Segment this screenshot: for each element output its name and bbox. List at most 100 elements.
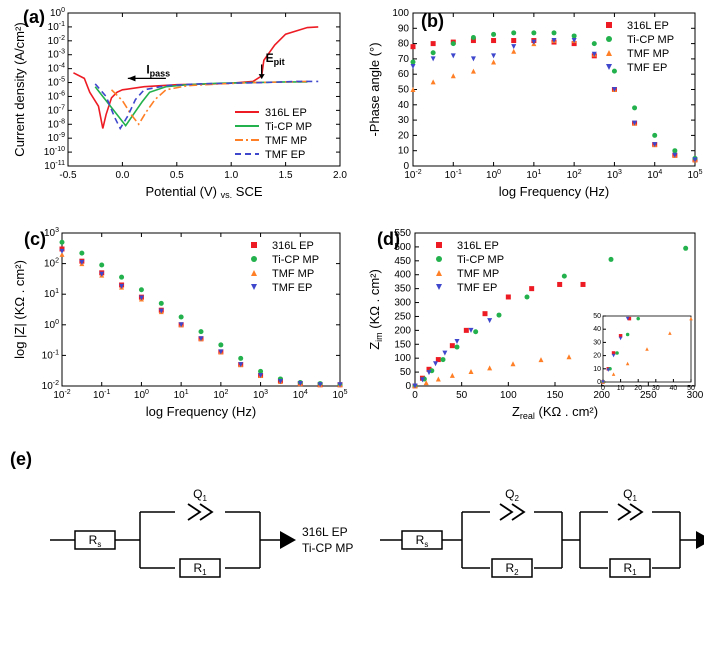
svg-text:10-8: 10-8 [48, 118, 65, 130]
svg-text:TMF MP: TMF MP [272, 268, 314, 280]
svg-text:60: 60 [398, 69, 410, 80]
svg-text:log Frequency (Hz): log Frequency (Hz) [499, 184, 610, 199]
panel-c-chart: 10-210-110010110210310-210-1100101102103… [10, 225, 350, 420]
svg-text:Ti-CP MP: Ti-CP MP [265, 121, 312, 133]
svg-text:200: 200 [394, 325, 411, 336]
svg-text:TMF MP: TMF MP [265, 135, 307, 147]
svg-text:103: 103 [607, 169, 622, 181]
svg-text:-0.5: -0.5 [59, 170, 77, 181]
svg-text:100: 100 [392, 8, 409, 19]
svg-text:20: 20 [634, 385, 642, 392]
svg-text:70: 70 [398, 54, 410, 65]
svg-text:(b): (b) [421, 11, 444, 31]
svg-text:250: 250 [394, 311, 411, 322]
svg-text:Ti-CP MP: Ti-CP MP [457, 254, 504, 266]
svg-text:40: 40 [670, 385, 678, 392]
svg-text:(c): (c) [24, 229, 46, 249]
svg-text:10-9: 10-9 [48, 132, 65, 144]
svg-text:10-1: 10-1 [48, 21, 65, 33]
svg-text:Ipass: Ipass [146, 62, 170, 78]
svg-text:102: 102 [567, 169, 582, 181]
svg-text:10-2: 10-2 [404, 169, 421, 181]
svg-text:40: 40 [593, 326, 601, 333]
panel-b-chart: 010203040506070809010010-210-11001011021… [365, 5, 705, 200]
svg-text:TMF MP: TMF MP [457, 268, 499, 280]
svg-text:100: 100 [500, 390, 517, 401]
svg-text:300: 300 [394, 298, 411, 309]
svg-text:2.0: 2.0 [333, 170, 347, 181]
svg-text:50: 50 [593, 313, 601, 320]
svg-text:316L EP: 316L EP [265, 107, 307, 119]
svg-text:Ti-CP MP: Ti-CP MP [272, 254, 319, 266]
svg-text:log Frequency (Hz): log Frequency (Hz) [146, 404, 257, 419]
svg-text:101: 101 [526, 169, 541, 181]
svg-text:TMF EP: TMF EP [272, 282, 312, 294]
svg-text:(d): (d) [377, 229, 400, 249]
svg-text:316L EP: 316L EP [302, 525, 348, 539]
svg-text:150: 150 [394, 339, 411, 350]
svg-text:0: 0 [412, 390, 418, 401]
svg-text:-Phase angle (°): -Phase angle (°) [367, 42, 382, 136]
svg-text:0.0: 0.0 [115, 170, 129, 181]
svg-text:10-5: 10-5 [48, 77, 65, 89]
svg-text:100: 100 [44, 319, 59, 331]
svg-text:150: 150 [547, 390, 564, 401]
svg-text:Ti-CP MP: Ti-CP MP [302, 541, 353, 555]
svg-text:80: 80 [398, 39, 410, 50]
svg-text:350: 350 [394, 284, 411, 295]
svg-text:90: 90 [398, 23, 410, 34]
svg-text:100: 100 [394, 353, 411, 364]
svg-text:316L EP: 316L EP [457, 240, 499, 252]
svg-text:TMF EP: TMF EP [457, 282, 497, 294]
svg-text:50: 50 [398, 85, 410, 96]
svg-text:TMF MP: TMF MP [627, 48, 669, 60]
svg-text:40: 40 [398, 100, 410, 111]
svg-text:100: 100 [134, 389, 149, 401]
svg-text:10: 10 [398, 146, 410, 157]
svg-text:450: 450 [394, 256, 411, 267]
svg-text:20: 20 [398, 130, 410, 141]
svg-text:101: 101 [174, 389, 189, 401]
svg-text:TMF EP: TMF EP [265, 149, 305, 161]
svg-text:1.0: 1.0 [224, 170, 238, 181]
svg-text:105: 105 [332, 389, 347, 401]
svg-text:10-2: 10-2 [48, 35, 65, 47]
svg-text:Q1: Q1 [623, 487, 637, 503]
svg-text:0.5: 0.5 [170, 170, 184, 181]
svg-text:0: 0 [601, 385, 605, 392]
panel-a-chart: 10-1110-1010-910-810-710-610-510-410-310… [10, 5, 350, 200]
svg-text:0: 0 [405, 381, 411, 392]
svg-text:103: 103 [44, 227, 59, 239]
panel-d-chart: 0501001502002503003504004505005500501001… [365, 225, 705, 420]
svg-text:Epit: Epit [266, 51, 285, 67]
svg-text:50: 50 [687, 385, 695, 392]
svg-text:(e): (e) [10, 449, 32, 469]
svg-text:Q2: Q2 [505, 487, 519, 503]
svg-text:10-3: 10-3 [48, 49, 65, 61]
svg-text:100: 100 [486, 169, 501, 181]
svg-text:102: 102 [213, 389, 228, 401]
svg-text:0: 0 [597, 379, 601, 386]
panel-e-circuits: (e)RsQ1R1316L EPTi-CP MPRsQ2R2Q1R1TMF MP… [10, 445, 704, 640]
svg-text:log |Z| (KΩ . cm²): log |Z| (KΩ . cm²) [12, 260, 27, 359]
svg-text:Potential (V) vs. SCE: Potential (V) vs. SCE [145, 184, 262, 200]
svg-text:100: 100 [50, 7, 65, 19]
svg-text:(a): (a) [23, 7, 45, 27]
svg-text:Q1: Q1 [193, 487, 207, 503]
svg-text:10-7: 10-7 [48, 104, 65, 116]
svg-text:316L EP: 316L EP [272, 240, 314, 252]
svg-text:20: 20 [593, 353, 601, 360]
svg-text:TMF EP: TMF EP [627, 62, 667, 74]
svg-text:104: 104 [647, 169, 662, 181]
svg-text:104: 104 [293, 389, 308, 401]
svg-text:10-1: 10-1 [445, 169, 462, 181]
svg-text:Zreal (KΩ . cm²): Zreal (KΩ . cm²) [512, 404, 598, 420]
svg-text:101: 101 [44, 288, 59, 300]
svg-text:30: 30 [398, 115, 410, 126]
svg-text:1.5: 1.5 [279, 170, 293, 181]
svg-text:316L EP: 316L EP [627, 20, 669, 32]
svg-text:10-2: 10-2 [53, 389, 70, 401]
svg-text:Ti-CP MP: Ti-CP MP [627, 34, 674, 46]
svg-text:50: 50 [456, 390, 468, 401]
svg-text:10: 10 [593, 366, 601, 373]
